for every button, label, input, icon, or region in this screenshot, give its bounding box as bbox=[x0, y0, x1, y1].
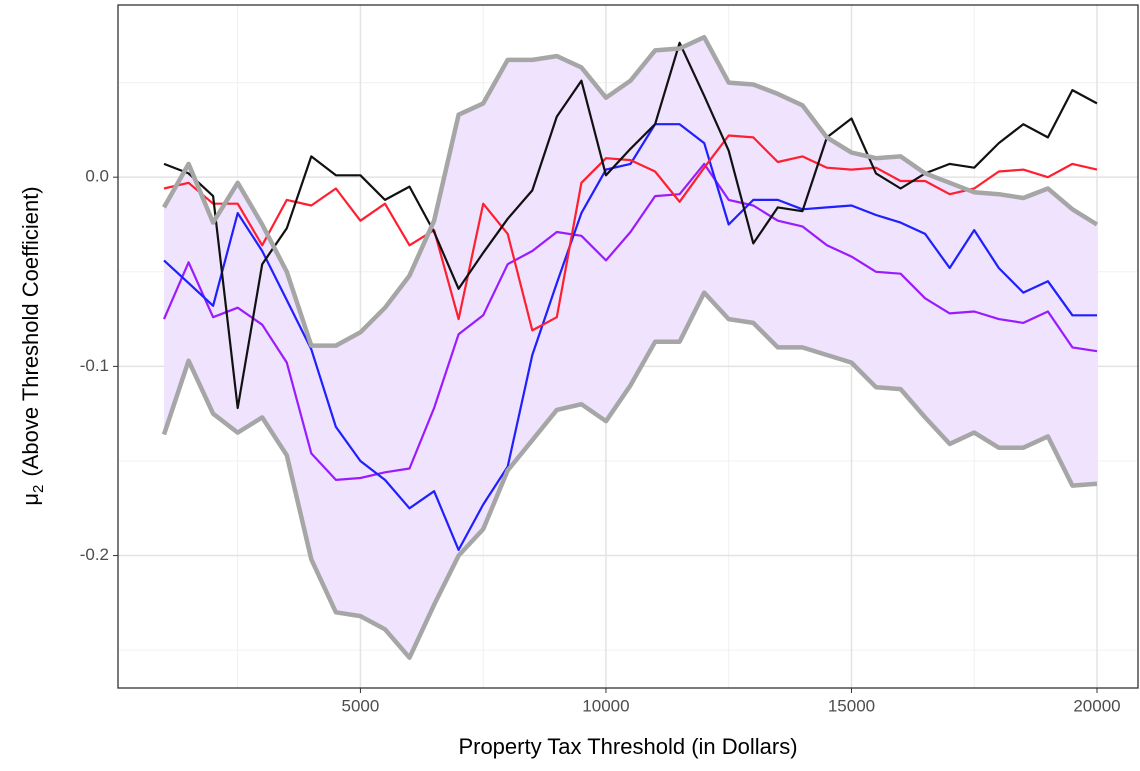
y-axis-text: (Above Threshold Coefficient) bbox=[18, 186, 43, 476]
y-tick-label: -0.2 bbox=[80, 545, 109, 564]
y-tick-label: -0.1 bbox=[80, 356, 109, 375]
axes: 5000 10000 15000 20000 -0.2 -0.1 0.0 bbox=[80, 167, 1121, 716]
series-line bbox=[163, 123, 1097, 551]
y-axis-subscript: 2 bbox=[30, 485, 47, 493]
band-upper-line bbox=[162, 34, 1099, 348]
x-tick-label: 15000 bbox=[828, 696, 875, 715]
plot-area bbox=[161, 34, 1099, 660]
panel-border bbox=[117, 4, 1139, 689]
band-fill bbox=[164, 37, 1097, 658]
x-tick-label: 10000 bbox=[582, 696, 629, 715]
band-lower-line bbox=[161, 290, 1098, 660]
series-line bbox=[163, 41, 1098, 410]
x-tick-label: 20000 bbox=[1073, 696, 1120, 715]
y-axis-title: μ2 (Above Threshold Coefficient) bbox=[18, 186, 47, 505]
x-tick-label: 5000 bbox=[342, 696, 380, 715]
series-line bbox=[162, 162, 1098, 481]
y-tick-label: 0.0 bbox=[85, 167, 109, 186]
series-line bbox=[163, 134, 1098, 332]
x-axis-title: Property Tax Threshold (in Dollars) bbox=[458, 734, 797, 759]
y-axis-symbol: μ bbox=[18, 493, 43, 506]
